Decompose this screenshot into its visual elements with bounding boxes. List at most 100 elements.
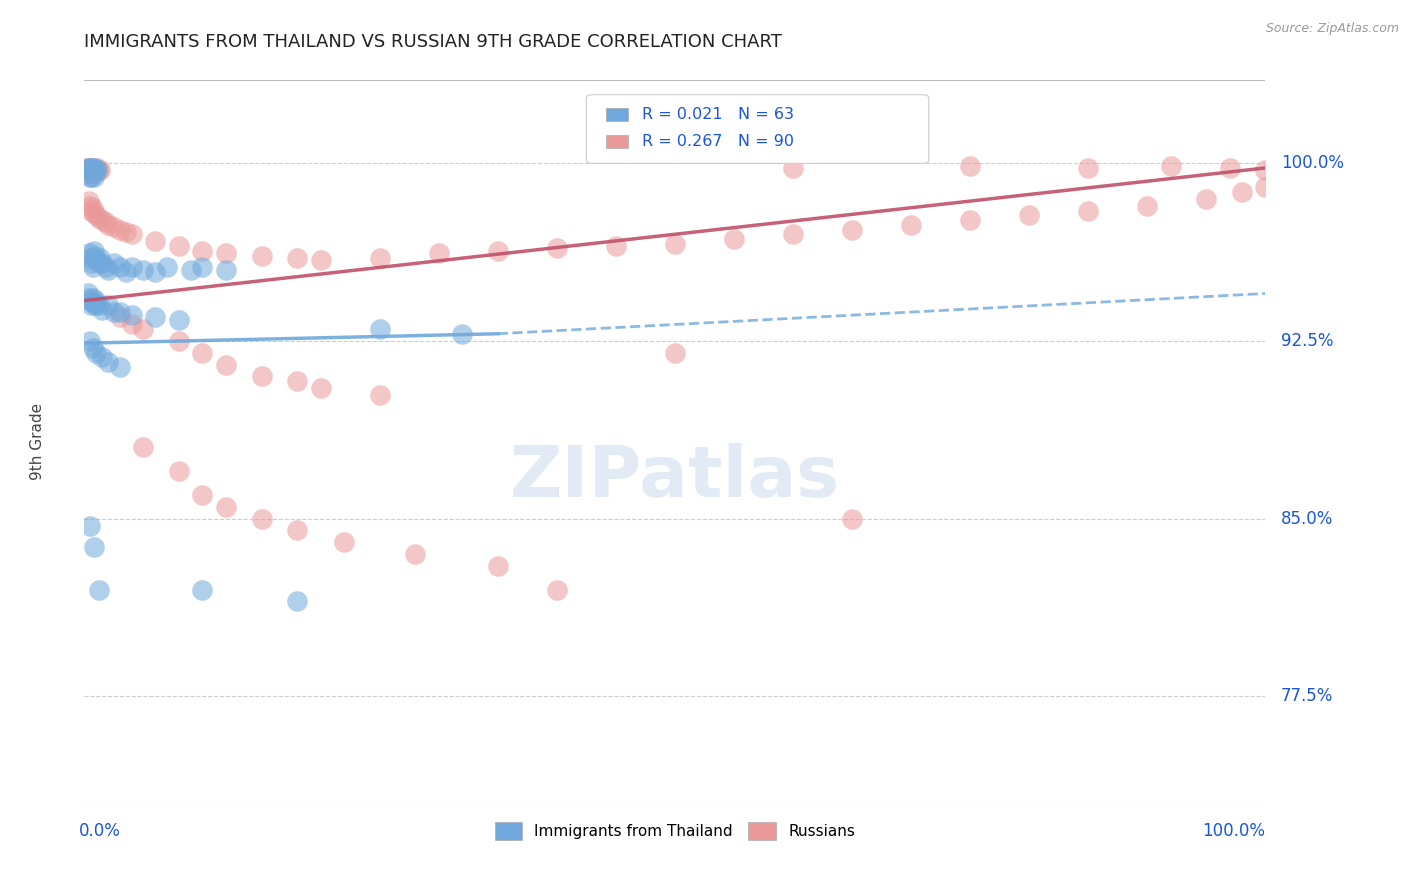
Point (80, 163, 103, 178)
Point (97, 218, 120, 232)
Point (87, 582, 110, 597)
Point (82, 161, 104, 175)
Point (94, 260, 117, 275)
Point (782, 161, 804, 175)
Point (77, 246, 100, 260)
Point (143, 265, 166, 279)
Point (333, 535, 356, 549)
Point (108, 305, 131, 319)
Point (451, 326, 474, 341)
Point (84, 163, 107, 178)
Point (103, 305, 125, 319)
Point (80, 203, 103, 218)
Point (121, 308, 143, 322)
Text: 100.0%: 100.0% (1202, 822, 1265, 839)
Point (546, 582, 568, 597)
Point (156, 260, 179, 275)
Point (82, 341, 104, 355)
Point (167, 239, 190, 253)
Point (97, 262, 120, 277)
Point (959, 213, 981, 227)
Text: 0.0%: 0.0% (79, 822, 121, 839)
Point (79, 170, 101, 185)
Point (83, 163, 105, 178)
Point (83, 163, 105, 178)
Text: IMMIGRANTS FROM THAILAND VS RUSSIAN 9TH GRADE CORRELATION CHART: IMMIGRANTS FROM THAILAND VS RUSSIAN 9TH … (84, 33, 782, 52)
Point (285, 524, 308, 538)
Point (84, 253, 107, 268)
Text: 92.5%: 92.5% (1281, 332, 1333, 350)
Point (91, 351, 114, 365)
Point (86, 163, 108, 178)
Point (1219, 161, 1241, 175)
Text: Source: ZipAtlas.com: Source: ZipAtlas.com (1265, 22, 1399, 36)
Point (77, 194, 100, 208)
Point (664, 345, 686, 359)
Point (82, 163, 104, 178)
Point (82, 166, 104, 180)
Point (82, 201, 104, 215)
Point (108, 359, 131, 374)
Point (215, 262, 238, 277)
Point (80, 170, 103, 185)
Point (82, 291, 104, 305)
Point (103, 220, 125, 235)
Point (84, 345, 107, 359)
Point (250, 511, 273, 525)
Point (108, 260, 131, 275)
Point (605, 239, 627, 253)
Point (285, 594, 308, 608)
Point (191, 582, 214, 597)
FancyBboxPatch shape (606, 108, 627, 120)
Point (1254, 180, 1277, 194)
Point (77, 291, 100, 305)
Point (83, 296, 105, 310)
Point (1136, 199, 1159, 213)
Point (546, 242, 568, 256)
Point (84, 166, 107, 180)
Point (80, 255, 103, 269)
Point (103, 255, 125, 269)
Point (486, 244, 509, 258)
Point (285, 251, 308, 265)
Point (83, 170, 105, 185)
Point (89, 163, 111, 178)
Point (77, 166, 100, 180)
Point (368, 388, 391, 402)
Point (84, 161, 107, 175)
FancyBboxPatch shape (606, 136, 627, 148)
Point (664, 236, 686, 251)
Point (250, 369, 273, 384)
Point (79, 251, 101, 265)
Point (114, 265, 136, 279)
Point (84, 298, 107, 312)
Point (79, 334, 101, 348)
Point (1230, 185, 1253, 199)
Point (83, 206, 105, 220)
Point (121, 260, 143, 275)
Point (87, 211, 110, 225)
Point (80, 161, 103, 175)
Point (84, 293, 107, 308)
Point (114, 225, 136, 239)
Point (86, 161, 108, 175)
Point (404, 547, 426, 561)
Point (368, 322, 391, 336)
Point (215, 500, 238, 514)
Point (79, 161, 101, 175)
Point (191, 244, 214, 258)
Point (841, 222, 863, 236)
Point (91, 213, 114, 227)
Point (167, 464, 190, 478)
Point (121, 318, 143, 332)
Point (215, 246, 238, 260)
Point (84, 208, 107, 222)
Point (143, 235, 166, 249)
Point (89, 251, 111, 265)
Point (84, 163, 107, 178)
Point (285, 374, 308, 388)
Point (108, 310, 131, 325)
Point (782, 227, 804, 242)
Point (121, 227, 143, 242)
Point (77, 286, 100, 301)
